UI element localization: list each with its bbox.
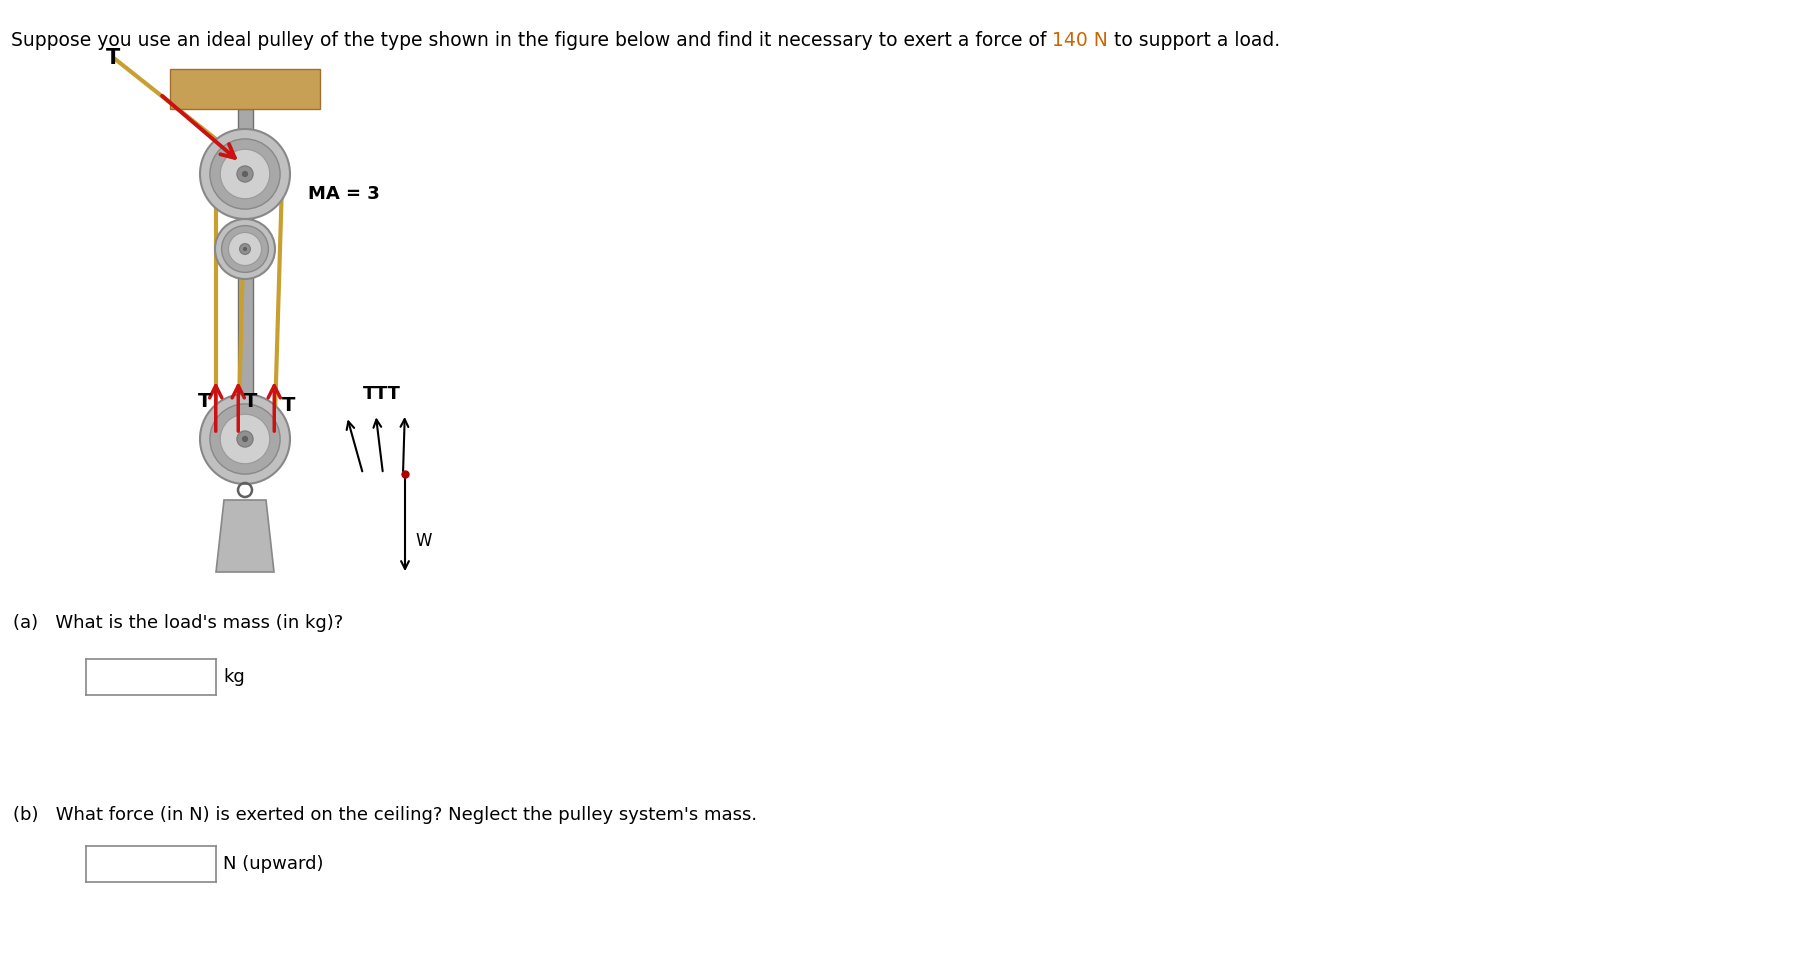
Circle shape bbox=[237, 431, 254, 447]
Polygon shape bbox=[216, 500, 273, 572]
Text: Suppose you use an ideal pulley of the type shown in the figure below and find i: Suppose you use an ideal pulley of the t… bbox=[11, 31, 1052, 50]
Circle shape bbox=[228, 232, 261, 266]
Text: to support a load.: to support a load. bbox=[1108, 31, 1280, 50]
Circle shape bbox=[200, 129, 289, 219]
Text: (b)   What force (in N) is exerted on the ceiling? Neglect the pulley system's m: (b) What force (in N) is exerted on the … bbox=[13, 806, 757, 824]
Text: W: W bbox=[415, 532, 432, 550]
Text: kg: kg bbox=[223, 668, 245, 686]
Circle shape bbox=[243, 246, 246, 251]
Text: 140 N: 140 N bbox=[1052, 31, 1108, 50]
Text: T: T bbox=[282, 396, 295, 415]
Circle shape bbox=[210, 139, 280, 209]
Circle shape bbox=[243, 435, 248, 442]
Circle shape bbox=[221, 225, 268, 272]
Circle shape bbox=[200, 394, 289, 484]
Polygon shape bbox=[171, 69, 320, 109]
Text: T: T bbox=[245, 392, 257, 411]
Text: (a)   What is the load's mass (in kg)?: (a) What is the load's mass (in kg)? bbox=[13, 614, 343, 632]
Circle shape bbox=[216, 219, 275, 279]
Circle shape bbox=[219, 414, 270, 464]
Polygon shape bbox=[237, 109, 252, 439]
Text: T: T bbox=[198, 392, 210, 411]
Text: MA = 3: MA = 3 bbox=[307, 185, 379, 203]
Circle shape bbox=[237, 166, 254, 182]
Circle shape bbox=[239, 244, 250, 254]
Text: T: T bbox=[106, 48, 120, 68]
Circle shape bbox=[243, 171, 248, 177]
Circle shape bbox=[210, 404, 280, 474]
Text: N (upward): N (upward) bbox=[223, 855, 324, 873]
Circle shape bbox=[219, 150, 270, 199]
Text: TTT: TTT bbox=[363, 385, 401, 403]
